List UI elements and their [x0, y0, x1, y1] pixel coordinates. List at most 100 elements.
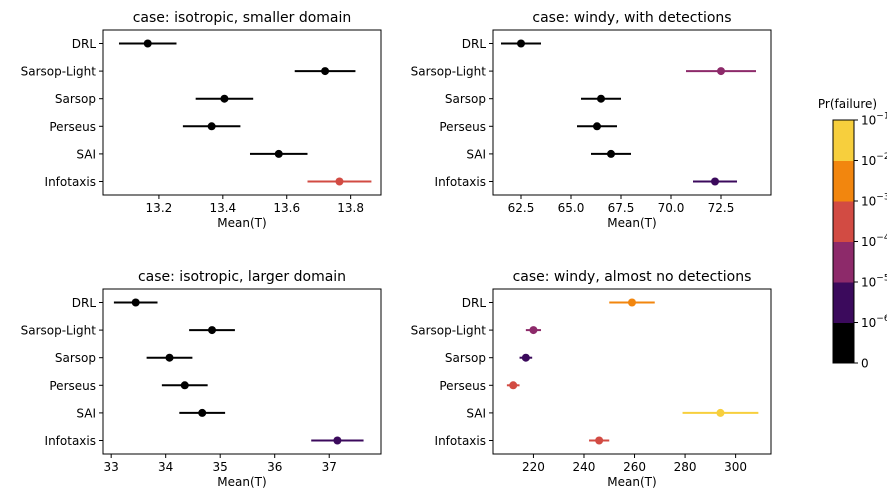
- x-tick-label: 240: [573, 460, 596, 474]
- y-tick-label: Infotaxis: [45, 175, 96, 189]
- x-axis-label: Mean(T): [217, 475, 266, 489]
- x-tick-label: 13.8: [337, 201, 364, 215]
- x-axis-label: Mean(T): [607, 216, 656, 230]
- panel-title: case: isotropic, smaller domain: [133, 10, 352, 26]
- x-tick-label: 13.4: [209, 201, 236, 215]
- x-tick-label: 300: [724, 460, 747, 474]
- colorbar-band: [833, 201, 854, 242]
- y-tick-label: Infotaxis: [435, 175, 486, 189]
- y-tick-label: DRL: [72, 296, 97, 310]
- y-tick-label: Sarsop: [445, 351, 486, 365]
- data-point: [333, 436, 342, 445]
- colorbar-band: [833, 282, 854, 323]
- y-tick-label: Sarsop: [445, 92, 486, 106]
- data-point: [521, 353, 530, 362]
- panel-title: case: windy, almost no detections: [513, 269, 752, 285]
- y-tick-label: Sarsop-Light: [21, 324, 97, 338]
- colorbar-tick-exponent: −4: [876, 233, 887, 243]
- data-point: [335, 177, 344, 186]
- panel-4: case: windy, almost no detections DRL Sars…: [411, 269, 772, 489]
- x-tick-label: 13.6: [273, 201, 300, 215]
- colorbar-tick-label: 10−2: [861, 152, 887, 168]
- data-point: [321, 67, 330, 76]
- colorbar-tick-exponent: −2: [876, 152, 887, 162]
- x-axis-label: Mean(T): [607, 475, 656, 489]
- colorbar-band: [833, 120, 854, 161]
- colorbar-label: Pr(failure): [818, 97, 877, 111]
- x-tick-label: 220: [522, 460, 545, 474]
- y-tick-label: Sarsop-Light: [21, 65, 97, 79]
- y-tick-label: DRL: [462, 296, 487, 310]
- y-tick-label: Perseus: [439, 379, 486, 393]
- x-tick-label: 34: [158, 460, 173, 474]
- y-tick-label: DRL: [462, 37, 487, 51]
- y-tick-label: DRL: [72, 37, 97, 51]
- y-tick-label: Sarsop: [55, 351, 96, 365]
- x-tick-label: 70.0: [658, 201, 685, 215]
- y-tick-label: Infotaxis: [45, 434, 96, 448]
- y-tick-label: Sarsop-Light: [411, 324, 487, 338]
- data-point: [274, 149, 283, 158]
- data-point: [628, 298, 636, 307]
- data-point: [180, 381, 189, 390]
- data-point: [717, 67, 725, 76]
- data-point: [207, 122, 216, 131]
- data-point: [595, 436, 604, 445]
- x-tick-label: 13.2: [146, 201, 173, 215]
- axes-frame: [102, 29, 382, 196]
- data-point: [529, 326, 538, 335]
- colorbar-band: [833, 241, 854, 283]
- data-point: [716, 408, 725, 417]
- colorbar-tick-exponent: −6: [876, 314, 887, 324]
- data-point: [143, 39, 152, 48]
- colorbar-tick-label: 10−4: [861, 233, 887, 249]
- data-point: [597, 94, 605, 103]
- data-point: [220, 94, 229, 103]
- axes-frame: [492, 29, 772, 196]
- x-tick-label: 62.5: [508, 201, 535, 215]
- data-point: [208, 326, 217, 335]
- colorbar-band: [833, 160, 854, 202]
- data-point: [607, 149, 615, 158]
- y-tick-label: SAI: [76, 406, 96, 420]
- colorbar-tick-label: 0: [861, 357, 869, 371]
- x-tick-label: 33: [104, 460, 119, 474]
- x-axis-label: Mean(T): [217, 216, 266, 230]
- x-tick-label: 280: [674, 460, 697, 474]
- data-point: [165, 353, 174, 362]
- data-point: [131, 298, 140, 307]
- colorbar-tick-exponent: −5: [876, 274, 887, 284]
- y-tick-label: Perseus: [439, 120, 486, 134]
- x-tick-label: 72.5: [708, 201, 735, 215]
- colorbar-tick-label: 10−1: [861, 112, 887, 128]
- y-tick-label: SAI: [76, 147, 96, 161]
- data-point: [509, 381, 518, 390]
- colorbar-tick-label: 10−5: [861, 274, 887, 290]
- panel-3: case: isotropic, larger domain DRL Sarsop-…: [21, 269, 382, 489]
- x-tick-label: 65.0: [558, 201, 585, 215]
- data-point: [593, 122, 601, 131]
- panel-1: case: isotropic, smaller domain DRL Sarsop…: [21, 10, 382, 230]
- axes-frame: [492, 288, 772, 455]
- x-tick-label: 35: [213, 460, 228, 474]
- colorbar-tick-exponent: −3: [876, 193, 887, 203]
- y-tick-label: SAI: [466, 147, 486, 161]
- axes-frame: [102, 288, 382, 455]
- y-tick-label: Perseus: [49, 379, 96, 393]
- data-point: [517, 39, 525, 48]
- colorbar-tick-label: 10−6: [861, 314, 887, 330]
- colorbar-tick-exponent: −1: [876, 112, 887, 122]
- panel-title: case: windy, with detections: [532, 10, 731, 26]
- colorbar-band: [833, 322, 854, 364]
- panel-2: case: windy, with detections DRL Sarsop-Li…: [411, 10, 772, 230]
- x-tick-label: 67.5: [608, 201, 635, 215]
- y-tick-label: Infotaxis: [435, 434, 486, 448]
- x-tick-label: 260: [623, 460, 646, 474]
- y-tick-label: Sarsop: [55, 92, 96, 106]
- y-tick-label: SAI: [466, 406, 486, 420]
- colorbar: Pr(failure) 0 10−6 10−5 10−4 10−3 10−2 10−1: [818, 97, 887, 371]
- data-point: [198, 408, 207, 417]
- data-point: [711, 177, 719, 186]
- x-tick-label: 36: [267, 460, 282, 474]
